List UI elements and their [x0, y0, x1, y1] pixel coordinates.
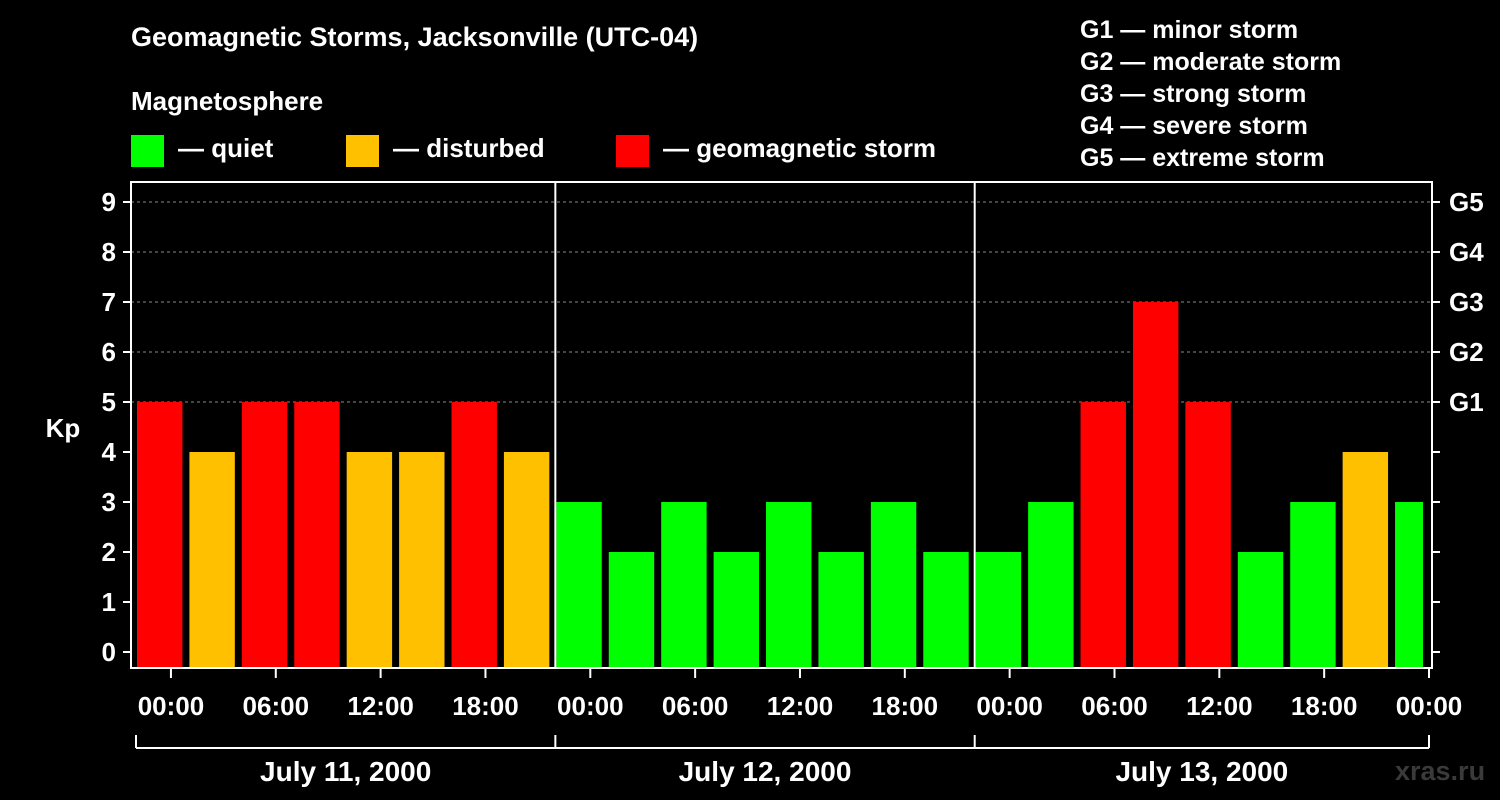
g-scale-g5: G5 — extreme storm — [1080, 144, 1325, 172]
g-level-label-G4: G4 — [1449, 237, 1484, 267]
watermark: xras.ru — [1395, 756, 1486, 786]
bar-20 — [1185, 402, 1231, 668]
y-axis-label: Kp — [46, 413, 81, 443]
y-tick-label-7: 7 — [102, 287, 116, 317]
y-tick-label-5: 5 — [102, 387, 116, 417]
bar-16 — [975, 552, 1022, 668]
plot-frame — [130, 181, 1433, 669]
bar-6 — [451, 402, 497, 668]
bar-23 — [1342, 452, 1389, 668]
chart-title: Geomagnetic Storms, Jacksonville (UTC-04… — [131, 22, 699, 52]
x-tick-label-12: 00:00 — [1396, 691, 1463, 721]
bar-13 — [818, 552, 864, 668]
y-tick-label-0: 0 — [102, 637, 116, 667]
legend-swatch-quiet — [131, 135, 164, 167]
legend-label-storm: — geomagnetic storm — [663, 133, 937, 163]
bar-9 — [608, 552, 655, 668]
legend-swatch-disturbed — [346, 135, 379, 167]
legend-label-quiet: — quiet — [178, 133, 274, 163]
y-tick-label-9: 9 — [102, 187, 116, 217]
bar-19 — [1132, 302, 1179, 668]
x-tick-label-6: 12:00 — [767, 691, 834, 721]
bar-1 — [189, 452, 235, 668]
g-scale-g1: G1 — minor storm — [1080, 16, 1299, 44]
g-scale-g4: G4 — severe storm — [1080, 112, 1308, 140]
bar-15 — [923, 552, 969, 668]
bar-24 — [1395, 502, 1423, 668]
bar-2 — [241, 402, 288, 668]
g-scale-legend: G1 — minor storm G2 — moderate storm G3 … — [1080, 14, 1341, 174]
x-tick-label-11: 18:00 — [1291, 691, 1358, 721]
y-tick-label-4: 4 — [102, 437, 117, 467]
bar-10 — [661, 502, 707, 668]
bar-12 — [766, 502, 812, 668]
bar-0 — [137, 402, 183, 668]
bar-4 — [346, 452, 393, 668]
bar-14 — [870, 502, 917, 668]
x-tick-label-5: 06:00 — [662, 691, 729, 721]
bar-18 — [1080, 402, 1126, 668]
bar-8 — [556, 502, 602, 668]
bar-11 — [713, 552, 760, 668]
bar-21 — [1237, 552, 1284, 668]
legend-label-disturbed: — disturbed — [393, 133, 545, 163]
y-tick-label-2: 2 — [102, 537, 116, 567]
g-level-label-G1: G1 — [1449, 387, 1484, 417]
x-tick-label-1: 06:00 — [243, 691, 310, 721]
x-tick-label-3: 18:00 — [452, 691, 519, 721]
x-tick-label-4: 00:00 — [557, 691, 624, 721]
x-tick-label-9: 06:00 — [1081, 691, 1148, 721]
y-tick-label-1: 1 — [102, 587, 116, 617]
x-tick-label-7: 18:00 — [872, 691, 939, 721]
legend-swatch-storm — [616, 135, 649, 167]
y-tick-label-8: 8 — [102, 237, 116, 267]
x-tick-label-2: 12:00 — [347, 691, 414, 721]
bar-3 — [294, 402, 340, 668]
bar-22 — [1290, 502, 1336, 668]
bar-7 — [503, 452, 550, 668]
g-scale-g2: G2 — moderate storm — [1080, 48, 1342, 76]
day-label-0: July 11, 2000 — [260, 756, 431, 787]
day-label-1: July 12, 2000 — [679, 756, 852, 787]
g-level-label-G5: G5 — [1449, 187, 1484, 217]
g-level-label-G3: G3 — [1449, 287, 1484, 317]
g-scale-g3: G3 — strong storm — [1080, 80, 1307, 108]
magnetosphere-label: Magnetosphere — [131, 86, 324, 116]
y-tick-label-6: 6 — [102, 337, 116, 367]
x-tick-label-0: 00:00 — [138, 691, 205, 721]
bar-5 — [399, 452, 445, 668]
x-tick-label-10: 12:00 — [1186, 691, 1253, 721]
bar-17 — [1028, 502, 1074, 668]
x-tick-label-8: 00:00 — [976, 691, 1043, 721]
day-label-2: July 13, 2000 — [1115, 756, 1288, 787]
y-tick-label-3: 3 — [102, 487, 116, 517]
g-level-label-G2: G2 — [1449, 337, 1484, 367]
